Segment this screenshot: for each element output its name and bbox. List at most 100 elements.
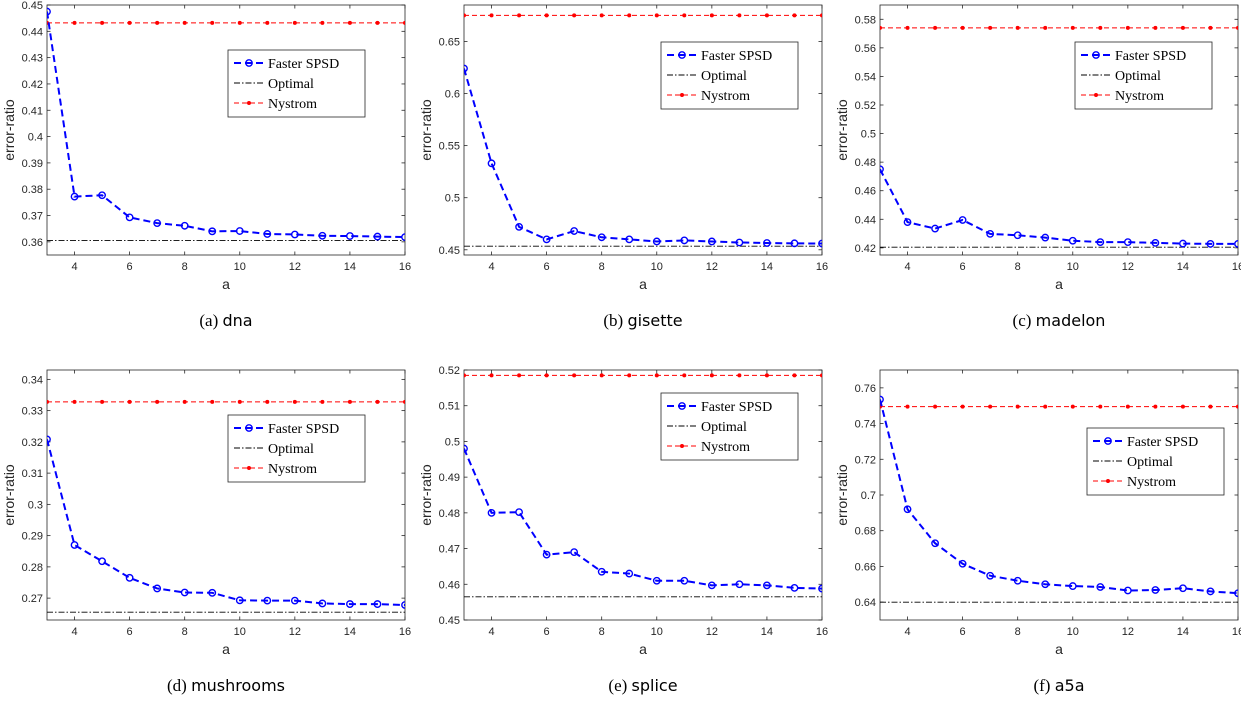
data-point-faster-spsd xyxy=(931,224,939,233)
data-point-nystrom xyxy=(792,373,797,378)
data-point-nystrom xyxy=(265,399,270,404)
chart-panel-splice: 4 6 8 10 12 14 16 0.45 0.46 0.47 0.48 0.49 0.5 0.51 0.… xyxy=(418,365,828,695)
data-point-faster-spsd xyxy=(880,165,884,174)
data-point-faster-spsd xyxy=(818,239,822,248)
data-point-faster-spsd xyxy=(1013,231,1022,240)
y-axis-label: error-ratio xyxy=(1,464,17,526)
y-tick-label: 0.68 xyxy=(855,526,876,538)
x-tick-label: 14 xyxy=(1177,626,1189,638)
legend-label-nystrom: Nystrom xyxy=(268,97,317,112)
data-point-faster-spsd xyxy=(1041,580,1050,589)
legend: Faster SPSD Optimal Nystrom xyxy=(1086,427,1225,496)
legend-label-nystrom: Nystrom xyxy=(1115,89,1164,104)
legend-label-faster-spsd: Faster SPSD xyxy=(1115,49,1186,64)
legend-box xyxy=(660,392,799,461)
data-point-nystrom xyxy=(347,20,352,25)
data-point-nystrom xyxy=(464,13,466,18)
x-tick-label: 6 xyxy=(127,626,133,638)
data-point-faster-spsd xyxy=(235,596,244,605)
data-point-nystrom xyxy=(988,404,993,409)
data-point-nystrom xyxy=(237,20,242,25)
y-tick-label: 0.7 xyxy=(861,490,876,502)
legend: Faster SPSD Optimal Nystrom xyxy=(1074,41,1213,110)
x-tick-label: 4 xyxy=(488,261,494,273)
data-point-nystrom xyxy=(709,13,714,18)
y-tick-label: 0.51 xyxy=(439,401,460,413)
data-point-faster-spsd xyxy=(903,218,912,227)
data-point-faster-spsd xyxy=(1096,583,1105,591)
data-point-nystrom xyxy=(100,20,105,25)
y-tick-label: 0.31 xyxy=(22,468,43,480)
data-point-nystrom xyxy=(375,399,380,404)
data-point-nystrom xyxy=(320,20,325,25)
panel-caption: (f) a5a xyxy=(1033,676,1084,695)
legend-label-optimal: Optimal xyxy=(701,69,747,84)
data-point-faster-spsd xyxy=(1096,238,1105,247)
axes-box xyxy=(46,369,406,621)
y-tick-label: 0.56 xyxy=(855,43,876,55)
caption-dataset-name: dna xyxy=(223,311,253,330)
y-tick-label: 0.41 xyxy=(22,105,43,117)
data-point-faster-spsd xyxy=(235,227,244,235)
legend-marker-faster-spsd xyxy=(678,402,686,410)
x-tick-label: 6 xyxy=(544,261,550,273)
y-tick-label: 0.66 xyxy=(855,561,876,573)
data-point-faster-spsd xyxy=(401,233,405,242)
x-tick-label: 8 xyxy=(182,261,188,273)
data-point-nystrom xyxy=(464,373,466,378)
data-point-faster-spsd xyxy=(903,505,912,514)
data-point-faster-spsd xyxy=(986,229,995,238)
plot-area xyxy=(880,25,1238,248)
legend-box xyxy=(1086,427,1225,496)
data-point-faster-spsd xyxy=(346,232,354,240)
series-line-faster-spsd xyxy=(464,448,822,590)
data-point-nystrom xyxy=(292,399,297,404)
data-point-faster-spsd xyxy=(763,581,771,590)
y-tick-label: 0.5 xyxy=(445,436,460,448)
legend-marker-nystrom xyxy=(246,101,251,106)
data-point-faster-spsd xyxy=(487,508,496,517)
y-tick-label: 0.42 xyxy=(22,79,43,91)
y-tick-label: 0.45 xyxy=(439,615,460,627)
x-tick-label: 16 xyxy=(1232,626,1241,638)
legend-label-optimal: Optimal xyxy=(1127,455,1173,470)
y-tick-label: 0.43 xyxy=(22,53,43,65)
caption-letter: (e) xyxy=(608,676,631,695)
series-line-faster-spsd xyxy=(47,439,405,606)
data-point-faster-spsd xyxy=(735,238,744,247)
y-tick-label: 0.38 xyxy=(22,184,43,196)
x-tick-label: 4 xyxy=(488,626,494,638)
x-tick-label: 8 xyxy=(182,626,188,638)
y-tick-label: 0.34 xyxy=(22,374,43,386)
y-tick-label: 0.4 xyxy=(28,132,43,144)
x-axis-label: a xyxy=(1055,276,1063,292)
data-point-nystrom xyxy=(265,20,270,25)
legend-marker-nystrom xyxy=(246,465,251,470)
data-point-nystrom xyxy=(1015,25,1020,30)
x-axis-label: a xyxy=(222,276,230,292)
data-point-faster-spsd xyxy=(373,600,382,608)
data-point-nystrom xyxy=(544,13,549,18)
data-point-faster-spsd xyxy=(1234,239,1238,248)
x-tick-label: 14 xyxy=(344,261,356,273)
series-line-faster-spsd xyxy=(47,11,405,239)
x-tick-label: 16 xyxy=(816,261,828,273)
data-point-nystrom xyxy=(682,13,687,18)
data-point-nystrom xyxy=(1236,404,1238,409)
y-tick-label: 0.64 xyxy=(855,597,876,609)
data-point-faster-spsd xyxy=(1179,239,1187,248)
y-tick-label: 0.5 xyxy=(861,129,876,141)
data-point-nystrom xyxy=(210,20,215,25)
y-tick-label: 0.36 xyxy=(22,237,43,249)
data-point-nystrom xyxy=(905,25,910,30)
data-point-faster-spsd xyxy=(680,236,689,245)
data-point-faster-spsd xyxy=(401,601,405,609)
data-point-nystrom xyxy=(820,13,822,18)
data-point-nystrom xyxy=(182,399,187,404)
chart-panel-gisette: 4 6 8 10 12 14 16 0.45 0.5 0.55 0.6 0.65 a error-rati… xyxy=(418,4,828,330)
y-tick-label: 0.39 xyxy=(22,158,43,170)
data-point-nystrom xyxy=(960,404,965,409)
data-point-faster-spsd xyxy=(47,7,51,16)
data-point-faster-spsd xyxy=(570,548,579,557)
